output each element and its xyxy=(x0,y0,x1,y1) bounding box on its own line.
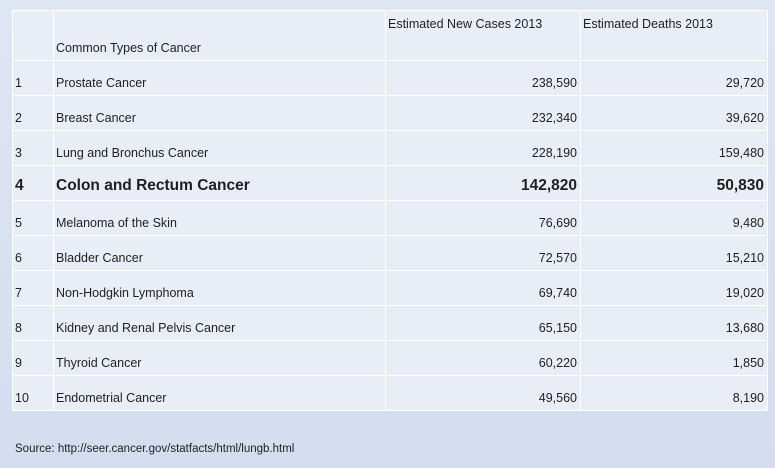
cell-deaths: 13,680 xyxy=(580,305,768,341)
table-row: 4 Colon and Rectum Cancer 142,820 50,830 xyxy=(12,165,768,201)
table-row: 7 Non-Hodgkin Lymphoma 69,740 19,020 xyxy=(12,270,768,306)
cell-deaths: 39,620 xyxy=(580,95,768,131)
cell-cancer-type: Prostate Cancer xyxy=(53,60,386,96)
cell-deaths: 159,480 xyxy=(580,130,768,166)
cell-cancer-type: Lung and Bronchus Cancer xyxy=(53,130,386,166)
cell-cancer-type: Bladder Cancer xyxy=(53,235,386,271)
cell-cancer-type: Melanoma of the Skin xyxy=(53,200,386,236)
cell-new-cases: 72,570 xyxy=(385,235,581,271)
table-row: 5 Melanoma of the Skin 76,690 9,480 xyxy=(12,200,768,236)
table-row: 2 Breast Cancer 232,340 39,620 xyxy=(12,95,768,131)
cell-rank: 4 xyxy=(12,165,54,201)
cancer-statistics-table: Common Types of Cancer Estimated New Cas… xyxy=(12,10,768,411)
cell-deaths: 19,020 xyxy=(580,270,768,306)
source-note: Source: http://seer.cancer.gov/statfacts… xyxy=(15,443,295,455)
cell-new-cases: 65,150 xyxy=(385,305,581,341)
cell-cancer-type: Endometrial Cancer xyxy=(53,375,386,411)
cell-new-cases: 76,690 xyxy=(385,200,581,236)
table-header-row: Common Types of Cancer Estimated New Cas… xyxy=(12,10,768,61)
cell-cancer-type: Kidney and Renal Pelvis Cancer xyxy=(53,305,386,341)
cell-rank: 5 xyxy=(12,200,54,236)
cell-new-cases: 69,740 xyxy=(385,270,581,306)
table-row: 10 Endometrial Cancer 49,560 8,190 xyxy=(12,375,768,411)
table-row: 3 Lung and Bronchus Cancer 228,190 159,480 xyxy=(12,130,768,166)
cell-new-cases: 60,220 xyxy=(385,340,581,376)
table-row: 9 Thyroid Cancer 60,220 1,850 xyxy=(12,340,768,376)
cell-cancer-type: Non-Hodgkin Lymphoma xyxy=(53,270,386,306)
cell-deaths: 50,830 xyxy=(580,165,768,201)
cell-rank: 10 xyxy=(12,375,54,411)
cell-rank: 8 xyxy=(12,305,54,341)
cell-rank: 2 xyxy=(12,95,54,131)
table-row: 6 Bladder Cancer 72,570 15,210 xyxy=(12,235,768,271)
cell-new-cases: 228,190 xyxy=(385,130,581,166)
cell-deaths: 9,480 xyxy=(580,200,768,236)
table-row: 1 Prostate Cancer 238,590 29,720 xyxy=(12,60,768,96)
cell-new-cases: 49,560 xyxy=(385,375,581,411)
cell-new-cases: 142,820 xyxy=(385,165,581,201)
cell-cancer-type: Thyroid Cancer xyxy=(53,340,386,376)
cell-rank: 7 xyxy=(12,270,54,306)
cell-cancer-type: Breast Cancer xyxy=(53,95,386,131)
cell-new-cases: 238,590 xyxy=(385,60,581,96)
cell-rank: 3 xyxy=(12,130,54,166)
cell-deaths: 15,210 xyxy=(580,235,768,271)
header-new-cases: Estimated New Cases 2013 xyxy=(385,10,581,61)
cell-rank: 1 xyxy=(12,60,54,96)
cell-deaths: 29,720 xyxy=(580,60,768,96)
cell-deaths: 1,850 xyxy=(580,340,768,376)
header-index xyxy=(12,10,54,61)
header-deaths: Estimated Deaths 2013 xyxy=(580,10,768,61)
cell-new-cases: 232,340 xyxy=(385,95,581,131)
cell-cancer-type: Colon and Rectum Cancer xyxy=(53,165,386,201)
cell-rank: 6 xyxy=(12,235,54,271)
cell-rank: 9 xyxy=(12,340,54,376)
table-row: 8 Kidney and Renal Pelvis Cancer 65,150 13,… xyxy=(12,305,768,341)
cell-deaths: 8,190 xyxy=(580,375,768,411)
header-cancer-type: Common Types of Cancer xyxy=(53,10,386,61)
